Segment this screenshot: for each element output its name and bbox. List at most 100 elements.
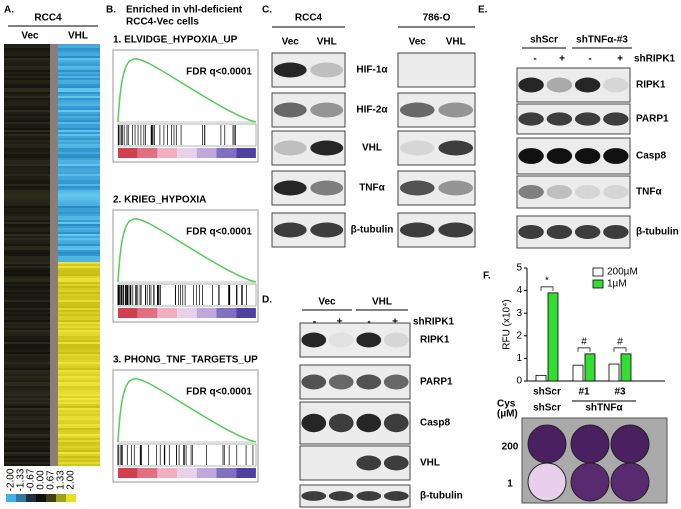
heatmap-row	[58, 320, 100, 322]
heatmap-row	[58, 352, 100, 354]
heatmap-row	[58, 238, 100, 240]
blot	[271, 52, 346, 88]
heatmap-row	[58, 102, 100, 104]
well	[527, 462, 567, 502]
heatmap-row	[58, 342, 100, 344]
heatmap-row	[58, 394, 100, 396]
heatmap-row	[4, 378, 50, 380]
heatmap-row	[4, 220, 50, 222]
heatmap-row	[58, 104, 100, 106]
heatmap-row	[58, 90, 100, 92]
heatmap-row	[4, 432, 50, 434]
heatmap-row	[4, 166, 50, 168]
heatmap-row	[58, 396, 100, 398]
heatmap-row	[4, 240, 50, 242]
rank-gradient	[216, 148, 237, 158]
heatmap-row	[58, 358, 100, 360]
heatmap-row	[58, 172, 100, 174]
rank-gradient	[137, 148, 158, 158]
band	[273, 102, 307, 118]
heatmap-row	[4, 458, 50, 460]
heatmap-row	[58, 304, 100, 306]
heatmap-row	[58, 414, 100, 416]
heatmap-row	[58, 230, 100, 232]
heatmap-row	[58, 454, 100, 456]
heatmap-row	[58, 128, 100, 130]
heatmap-row	[58, 428, 100, 430]
band	[546, 148, 573, 164]
cell-line: RCC4	[34, 13, 62, 24]
heatmap-row	[58, 136, 100, 138]
heatmap-row	[4, 122, 50, 124]
lane-label: VHL	[446, 37, 466, 48]
panel-label: E.	[478, 5, 488, 16]
bar	[535, 374, 547, 382]
heatmap-row	[4, 288, 50, 290]
heatmap-row	[4, 314, 50, 316]
heatmap-row	[58, 96, 100, 98]
heatmap-row	[4, 134, 50, 136]
group-label: VHL	[372, 297, 392, 308]
heatmap-row	[4, 126, 50, 128]
heatmap-row	[58, 382, 100, 384]
heatmap-row	[58, 458, 100, 460]
heatmap-row	[4, 164, 50, 166]
heatmap-row	[58, 312, 100, 314]
fdr: FDR q<0.0001	[186, 67, 252, 78]
y-tick-label: 3	[516, 308, 522, 319]
heatmap-row	[58, 210, 100, 212]
heatmap-row	[58, 244, 100, 246]
heatmap-row	[58, 66, 100, 68]
significance: #	[617, 337, 623, 348]
band	[574, 148, 601, 164]
heatmap-row	[58, 84, 100, 86]
cys-label: (µM)	[497, 409, 518, 420]
heatmap-row	[4, 448, 50, 450]
heatmap-row	[4, 52, 50, 54]
lane-label: +	[337, 317, 343, 328]
heatmap-row	[4, 138, 50, 140]
heatmap-row	[4, 452, 50, 454]
heatmap-row	[4, 168, 50, 170]
heatmap-row	[58, 242, 100, 244]
heatmap-row	[58, 302, 100, 304]
row-label: Casp8	[636, 151, 666, 162]
heatmap-row	[58, 226, 100, 228]
heatmap-row	[4, 268, 50, 270]
heatmap-sep	[50, 44, 58, 466]
heatmap-row	[4, 76, 50, 78]
band	[603, 224, 629, 240]
heatmap-row	[4, 374, 50, 376]
scale-label: -0.67	[26, 468, 37, 491]
heatmap-row	[58, 386, 100, 388]
row-label: HIF-1α	[356, 65, 388, 76]
bar	[584, 353, 596, 382]
heatmap-row	[4, 306, 50, 308]
heatmap-row	[4, 290, 50, 292]
heatmap-row	[4, 436, 50, 438]
rank-gradient	[216, 308, 237, 318]
heatmap-row	[4, 80, 50, 82]
heatmap-row	[4, 44, 50, 46]
y-tick-label: 1	[516, 353, 522, 364]
y-tick-label: 4	[516, 285, 522, 296]
heatmap-row	[58, 110, 100, 112]
band	[356, 374, 382, 390]
heatmap-row	[58, 410, 100, 412]
heatmap-row	[4, 252, 50, 254]
heatmap-row	[58, 80, 100, 82]
heatmap-row	[4, 64, 50, 66]
blot	[299, 484, 411, 508]
heatmap-row	[58, 130, 100, 132]
heatmap-row	[4, 144, 50, 146]
heatmap-row	[4, 406, 50, 408]
heatmap-row	[4, 404, 50, 406]
group-label: Vec	[318, 297, 336, 308]
heatmap-row	[58, 264, 100, 266]
heatmap-row	[58, 276, 100, 278]
heatmap-row	[58, 370, 100, 372]
heatmap-row	[58, 100, 100, 102]
heatmap-row	[58, 220, 100, 222]
heatmap-row	[58, 438, 100, 440]
heatmap-row	[4, 158, 50, 160]
